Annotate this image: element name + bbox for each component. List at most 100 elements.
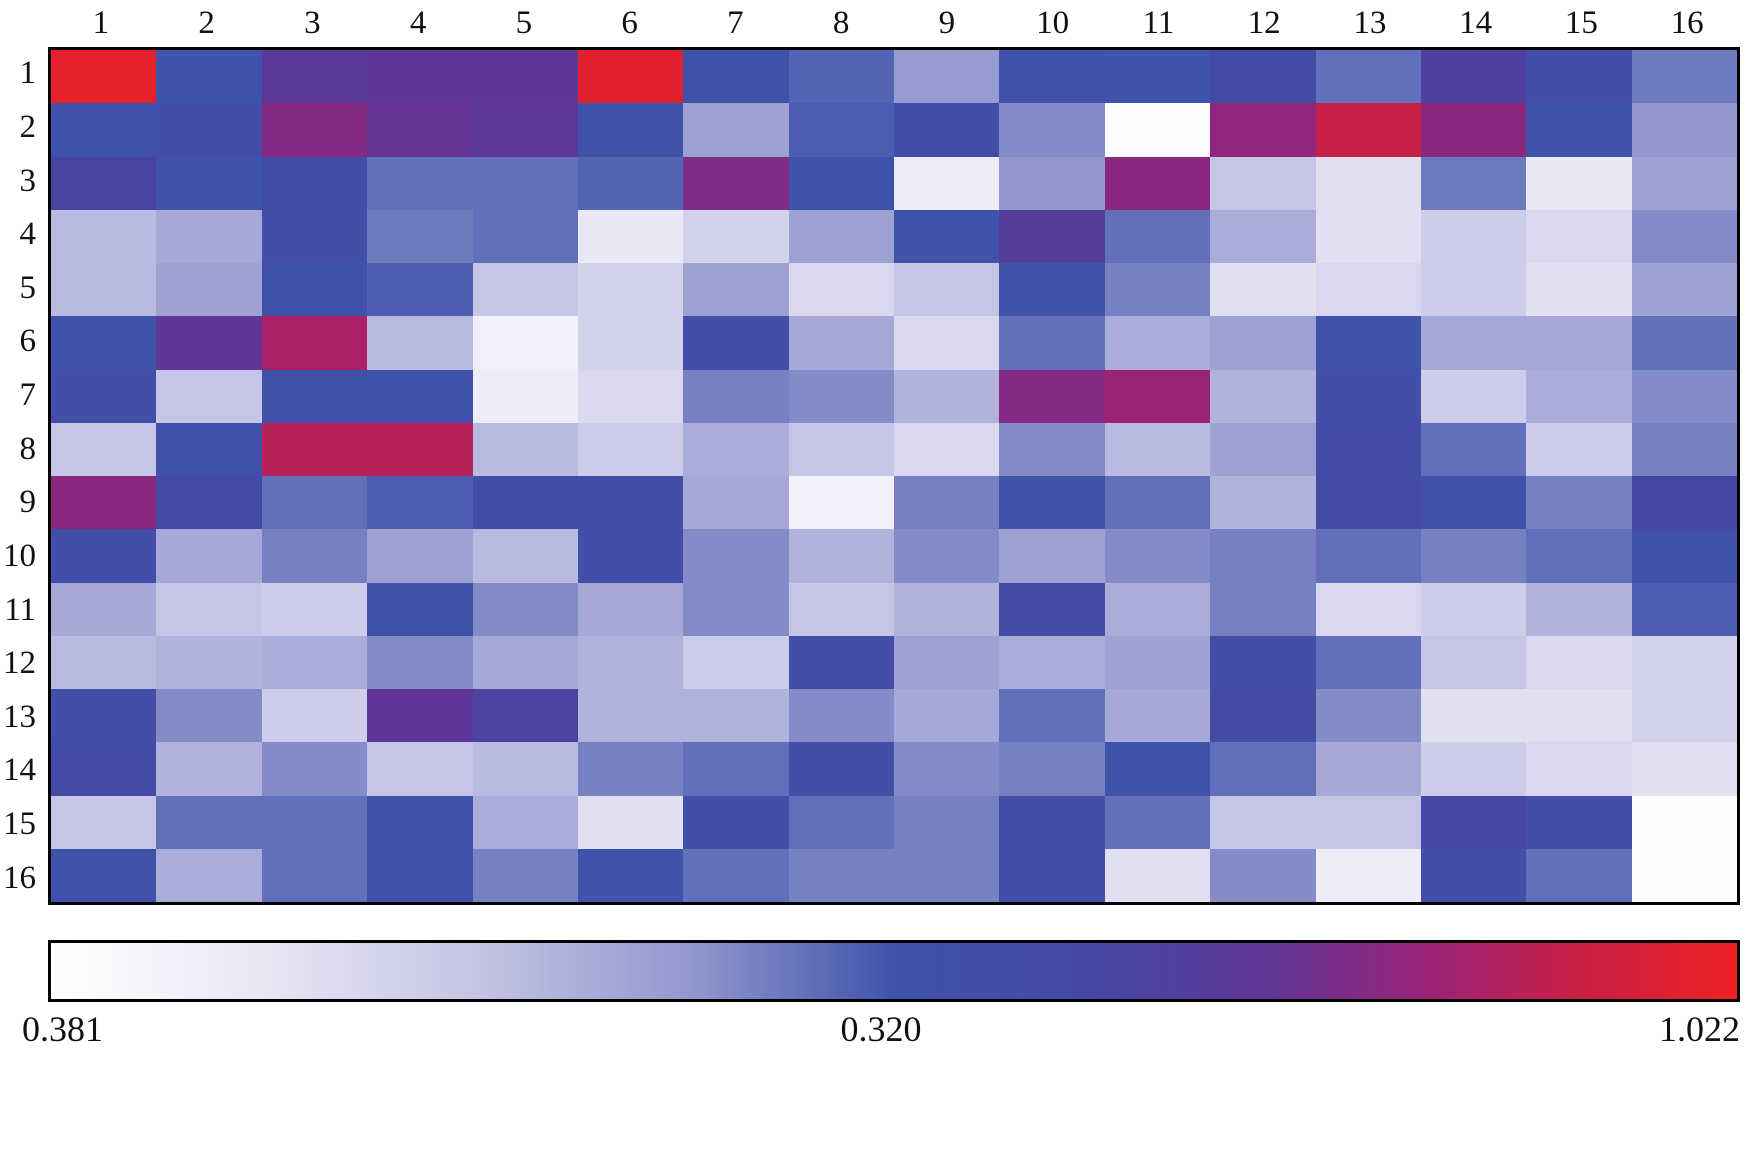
y-axis-label: 4: [19, 216, 37, 253]
heatmap-cell: [1210, 635, 1316, 689]
heatmap-cell: [261, 476, 368, 530]
heatmap-cell: [577, 209, 684, 263]
heatmap-cell: [51, 209, 157, 263]
heatmap-cell: [1104, 422, 1211, 476]
x-axis-label: 3: [304, 5, 321, 41]
heatmap-cell: [51, 156, 157, 210]
y-axis-label: 16: [3, 859, 36, 896]
heatmap-cell: [577, 529, 684, 583]
heatmap-cell: [577, 582, 684, 636]
heatmap-cell: [788, 103, 894, 157]
heatmap-cell: [1210, 582, 1316, 636]
heatmap-cell: [1210, 848, 1316, 902]
y-axis-label: 12: [3, 645, 36, 682]
heatmap-cell: [999, 742, 1105, 796]
heatmap-cell: [367, 635, 473, 689]
y-axis-label: 13: [3, 698, 36, 735]
heatmap-cell: [156, 209, 262, 263]
heatmap-cell: [683, 50, 789, 104]
heatmap-cell: [51, 529, 157, 583]
heatmap-cell: [1420, 742, 1527, 796]
heatmap-cell: [999, 476, 1105, 530]
heatmap-cell: [1104, 795, 1211, 849]
heatmap-cell: [894, 742, 1000, 796]
heatmap-cell: [472, 263, 578, 317]
heatmap-cell: [894, 422, 1000, 476]
heatmap-cell: [1315, 422, 1421, 476]
y-axis-label: 14: [3, 752, 36, 789]
x-axis-label: 7: [727, 5, 744, 41]
x-axis-label: 4: [409, 5, 427, 41]
heatmap-cell: [1210, 476, 1316, 530]
heatmap-cell: [788, 848, 894, 902]
heatmap-cell: [156, 103, 262, 157]
heatmap-cell: [1210, 369, 1316, 423]
heatmap-cell: [156, 742, 262, 796]
y-axis-label: 11: [4, 591, 36, 628]
y-axis-label: 5: [19, 269, 37, 306]
heatmap-cell: [999, 529, 1105, 583]
heatmap-cell: [788, 635, 894, 689]
heatmap-cell: [1315, 476, 1421, 530]
heatmap-cell: [1631, 263, 1737, 317]
heatmap-cell: [51, 582, 157, 636]
heatmap-cell: [683, 848, 789, 902]
heatmap-cell: [367, 848, 473, 902]
heatmap-cell: [156, 848, 262, 902]
heatmap-cell: [999, 263, 1105, 317]
heatmap-cell: [1420, 50, 1527, 104]
colorbar-labels: 0.381 0.320 1.022: [22, 1008, 1740, 1050]
heatmap-cell: [472, 795, 578, 849]
heatmap-cell: [788, 476, 894, 530]
heatmap-cell: [683, 635, 789, 689]
heatmap-cell: [472, 209, 578, 263]
heatmap-grid: [48, 47, 1740, 905]
heatmap-cell: [788, 742, 894, 796]
heatmap-cell: [1210, 263, 1316, 317]
heatmap-cell: [472, 582, 578, 636]
heatmap-cell: [1104, 263, 1211, 317]
heatmap-cell: [1420, 369, 1527, 423]
heatmap-cell: [367, 742, 473, 796]
heatmap-cell: [788, 263, 894, 317]
heatmap-cell: [1210, 689, 1316, 743]
heatmap-cell: [472, 156, 578, 210]
heatmap-cell: [367, 263, 473, 317]
x-axis-label: 2: [198, 5, 215, 41]
heatmap-cell: [683, 209, 789, 263]
heatmap-cell: [1104, 848, 1211, 902]
heatmap-cell: [894, 529, 1000, 583]
heatmap-cell: [577, 316, 684, 370]
heatmap-cell: [1420, 103, 1527, 157]
heatmap-cell: [1104, 103, 1211, 157]
heatmap-cell: [1631, 316, 1737, 370]
heatmap-cell: [1420, 848, 1527, 902]
heatmap-cell: [999, 316, 1105, 370]
heatmap-cell: [1631, 635, 1737, 689]
heatmap-cell: [1526, 156, 1632, 210]
heatmap-cell: [1315, 689, 1421, 743]
heatmap-cell: [1104, 316, 1211, 370]
y-axis-label: 2: [19, 108, 37, 145]
heatmap-cell: [1210, 742, 1316, 796]
heatmap-cell: [472, 742, 578, 796]
heatmap-cell: [1315, 50, 1421, 104]
heatmap-cell: [683, 582, 789, 636]
heatmap-cell: [261, 795, 368, 849]
heatmap-cell: [683, 529, 789, 583]
heatmap-cell: [683, 689, 789, 743]
heatmap-cell: [1210, 529, 1316, 583]
heatmap-cell: [1526, 689, 1632, 743]
x-axis-label: 16: [1670, 5, 1704, 41]
heatmap-cell: [788, 316, 894, 370]
heatmap-cell: [51, 422, 157, 476]
heatmap-cell: [1210, 103, 1316, 157]
heatmap-cell: [51, 476, 157, 530]
heatmap-cell: [1104, 156, 1211, 210]
heatmap-cell: [1104, 209, 1211, 263]
heatmap-cell: [51, 795, 157, 849]
heatmap-cell: [51, 316, 157, 370]
heatmap-cell: [472, 50, 578, 104]
heatmap-cell: [1315, 582, 1421, 636]
